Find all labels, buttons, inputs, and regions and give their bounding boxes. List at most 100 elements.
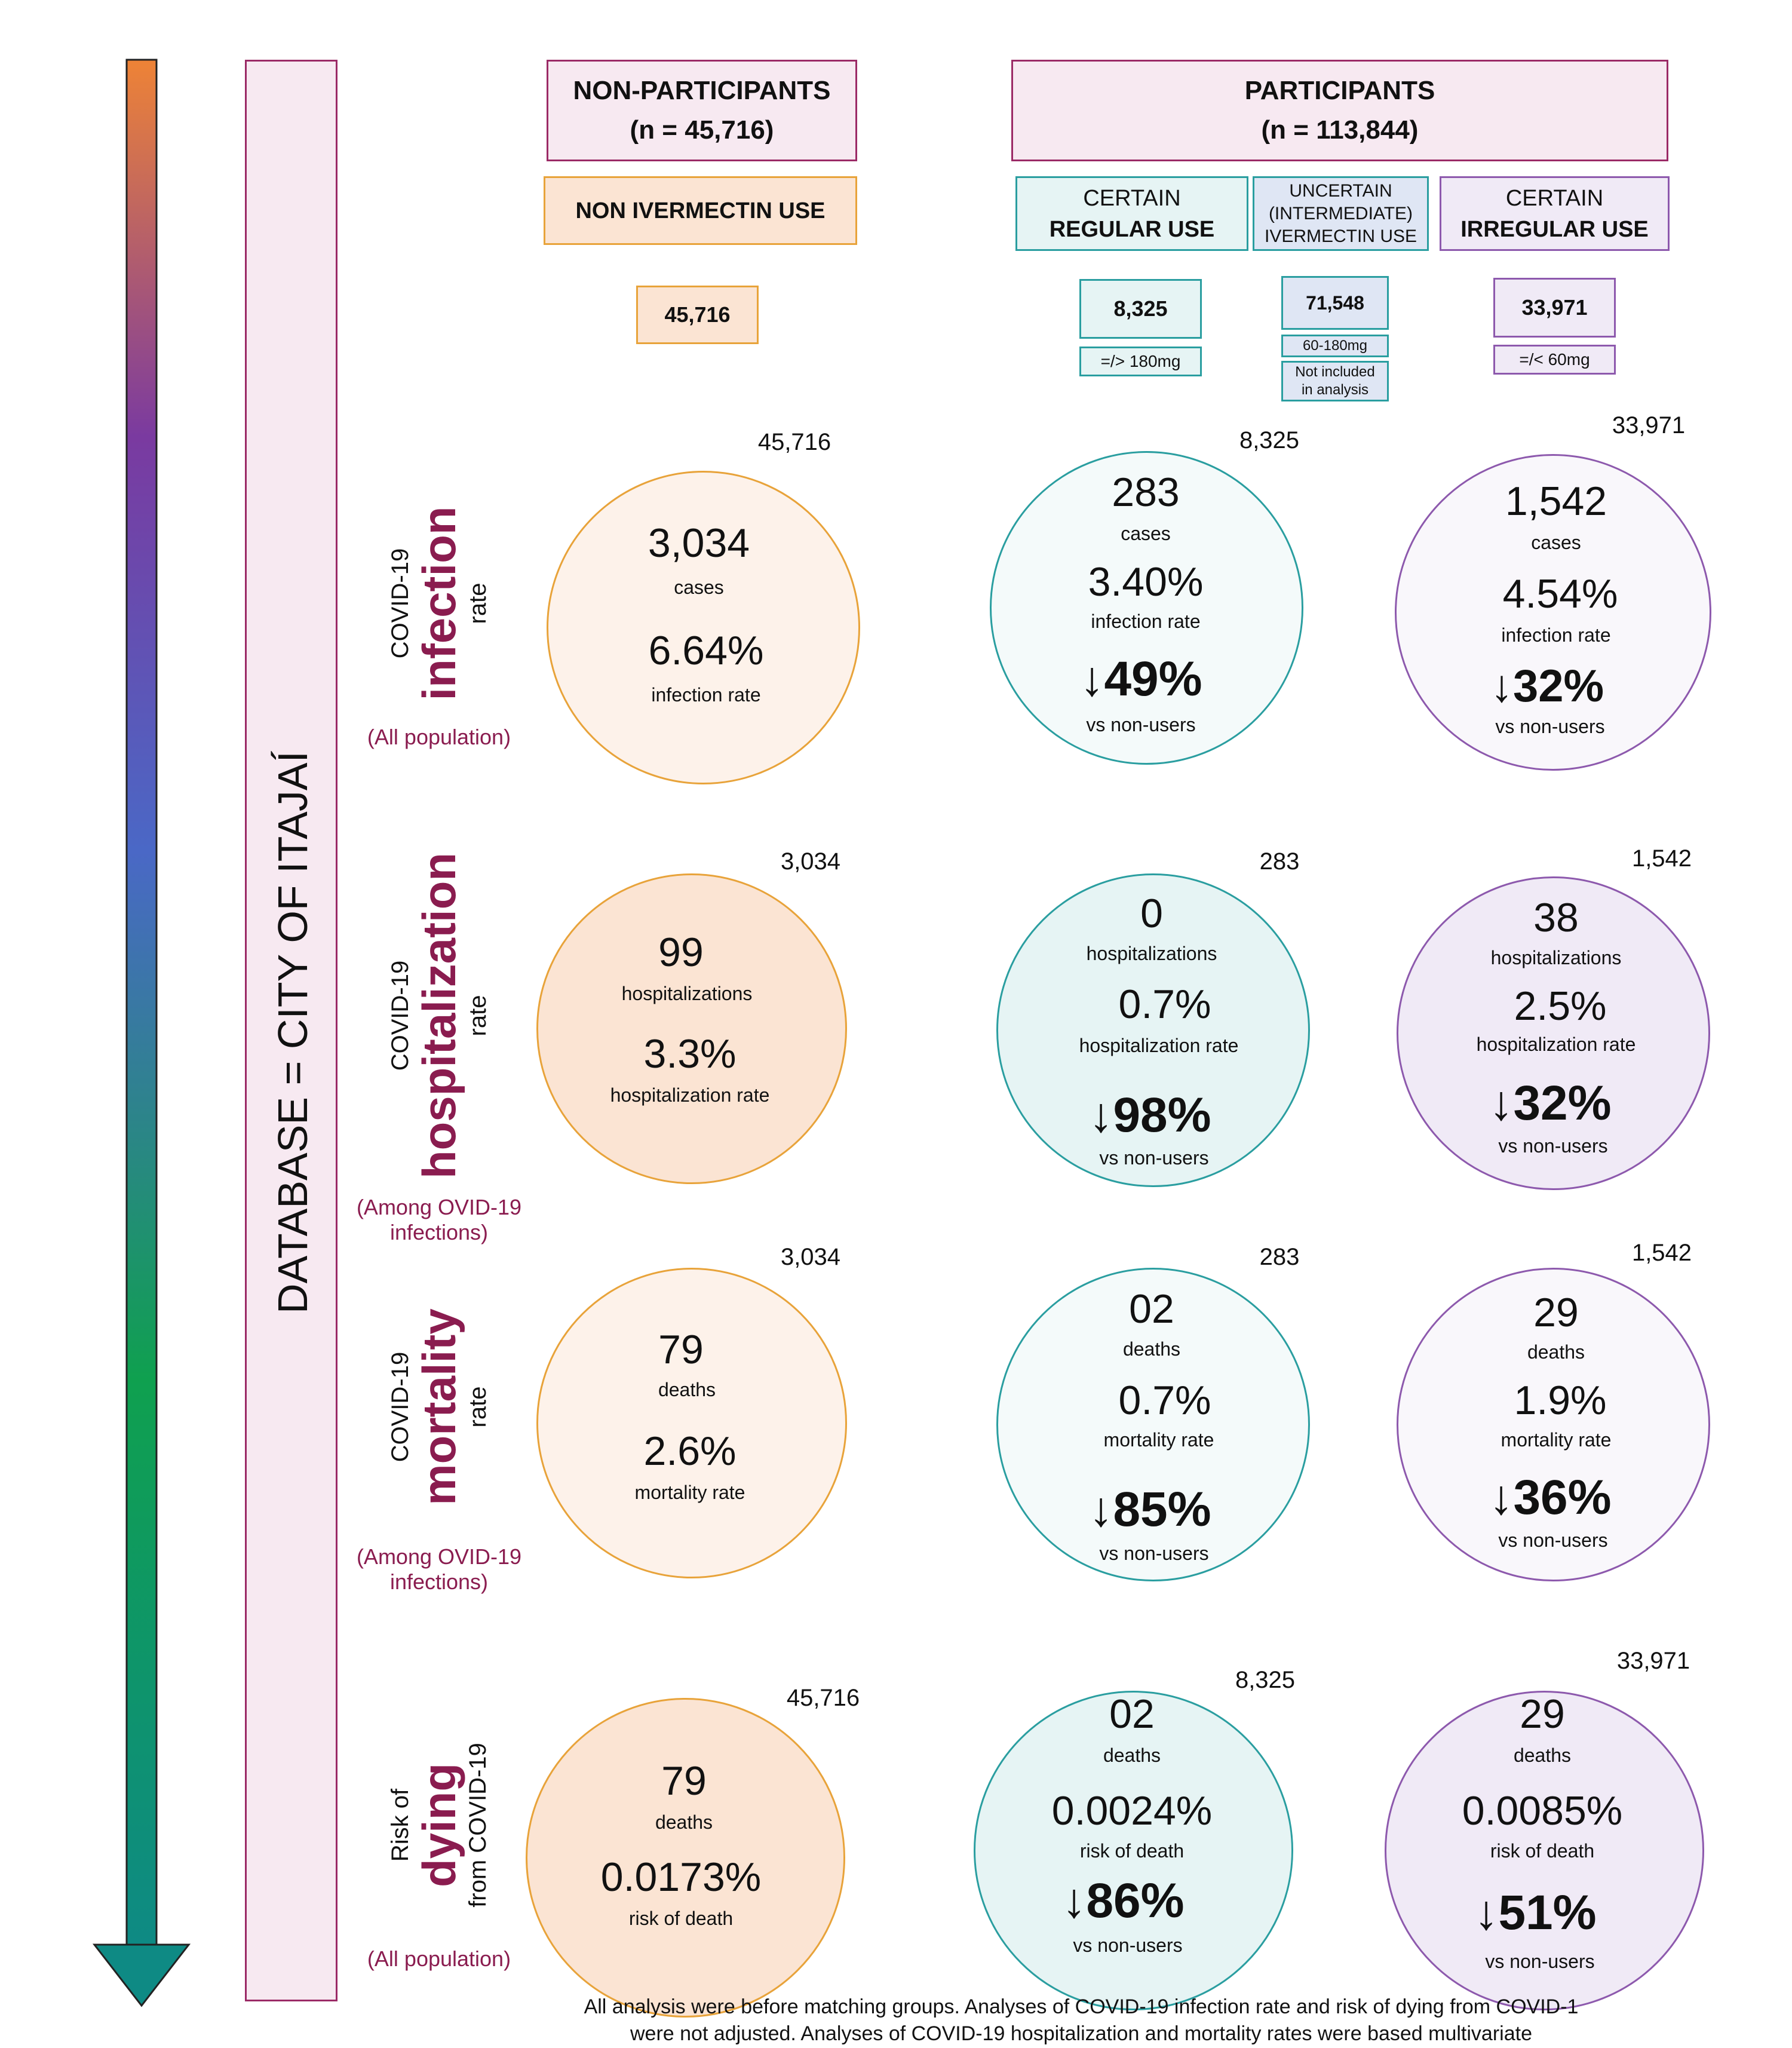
mortality-population-line1: (Among OVID-19 [356,1544,522,1569]
dying-regular-count-label: deaths [1103,1745,1161,1766]
infection-irregular-base: 33,971 [1612,412,1686,439]
hospitalization-non-base: 3,034 [780,848,841,875]
infection-regular-rate: 3.40% [1088,559,1204,605]
hospitalization-regular-vs: vs non-users [1099,1147,1209,1169]
irregular-count: 33,971 [1493,278,1616,338]
irregular-category: CERTAIN IRREGULAR USE [1440,176,1670,251]
infection-regular-count-label: cases [1121,523,1171,544]
hospitalization-non-rate: 3.3% [643,1031,737,1077]
infection-population: (All population) [367,725,511,749]
hospitalization-regular-rate: 0.7% [1118,982,1211,1027]
dying-non-circle [526,1698,845,2018]
mortality-label-bottom: rate [465,1386,491,1428]
dying-irregular-count-label: deaths [1513,1745,1572,1766]
non-use-label: NON IVERMECTIN USE [575,198,826,223]
dying-regular-circle [974,1691,1293,2010]
dying-regular-base: 8,325 [1235,1667,1296,1693]
hospitalization-regular-count: 0 [1140,891,1163,936]
dying-irregular-circle [1385,1691,1704,2010]
uncertain-note-line1: Not included [1295,364,1375,380]
hospitalization-non-circle [536,873,847,1184]
hospitalization-regular-circle [996,873,1310,1187]
uncertain-line2: (INTERMEDIATE) [1268,203,1413,223]
mortality-regular-rate-label: mortality rate [1103,1429,1214,1451]
dying-irregular-base: 33,971 [1616,1648,1690,1674]
hospitalization-label-main: hospitalization [413,853,465,1179]
infection-irregular-rate-label: infection rate [1501,624,1611,646]
irregular-line2: IRREGULAR USE [1460,216,1649,242]
infection-regular-rate-label: infection rate [1091,611,1201,632]
mortality-population-line2: infections) [389,1569,489,1594]
row-label-hospitalization: COVID-19 hospitalization rate [386,853,492,1179]
mortality-irregular-rate-label: mortality rate [1501,1429,1612,1451]
uncertain-line1: UNCERTAIN [1289,180,1392,201]
footnote-line1: All analysis were before matching groups… [584,1995,1579,2018]
dying-non-rate: 0.0173% [600,1854,762,1900]
uncertain-line3: IVERMECTIN USE [1264,226,1417,246]
row-label-infection: COVID-19 infection rate [386,507,492,701]
infection-label-bottom: rate [465,582,491,624]
hospitalization-irregular-reduction: ↓32% [1489,1076,1612,1130]
uncertain-dose: 60-180mg [1281,335,1389,357]
dying-regular-vs: vs non-users [1073,1934,1183,1956]
non-participants-title: NON-PARTICIPANTS [573,76,831,105]
hospitalization-irregular-count: 38 [1533,895,1579,940]
infection-non-count-label: cases [674,577,724,598]
participants-n: (n = 113,844) [1261,115,1419,145]
gradient-arrow [92,59,191,2007]
hospitalization-irregular-rate: 2.5% [1514,983,1607,1029]
hospitalization-irregular-base: 1,542 [1631,845,1692,872]
dying-regular-reduction: ↓86% [1061,1874,1185,1928]
row-label-dying: Risk of dying from COVID-19 [386,1743,492,1908]
dying-non-base: 45,716 [786,1685,860,1711]
regular-line1: CERTAIN [1083,185,1181,211]
mortality-non-rate: 2.6% [643,1428,737,1474]
mortality-non-count: 79 [658,1327,704,1372]
regular-count: 8,325 [1079,279,1202,339]
mortality-non-circle [536,1268,847,1578]
hospitalization-non-count-label: hospitalizations [621,983,753,1004]
dying-population: (All population) [367,1946,511,1971]
irregular-line1: CERTAIN [1505,185,1604,211]
infection-irregular-vs: vs non-users [1495,716,1605,737]
non-use-category: NON IVERMECTIN USE [544,176,857,245]
mortality-regular-rate: 0.7% [1118,1378,1211,1423]
infection-regular-circle [990,451,1303,765]
hospitalization-label-top: COVID-19 [387,960,413,1071]
hospitalization-non-count: 99 [658,930,704,975]
hospitalization-irregular-circle [1397,876,1710,1190]
dying-irregular-rate-label: risk of death [1490,1840,1595,1862]
infection-irregular-count-label: cases [1531,532,1581,553]
uncertain-note-line2: in analysis [1301,382,1369,398]
mortality-regular-count-label: deaths [1122,1338,1181,1360]
dying-irregular-rate: 0.0085% [1462,1788,1623,1834]
infection-regular-count: 283 [1112,470,1180,515]
hospitalization-irregular-count-label: hospitalizations [1490,947,1622,968]
infection-regular-base: 8,325 [1239,427,1300,453]
irregular-dose: =/< 60mg [1493,345,1616,375]
dying-irregular-vs: vs non-users [1485,1951,1595,1972]
mortality-irregular-vs: vs non-users [1498,1529,1608,1551]
footnote-line2: were not adjusted. Analyses of COVID-19 … [630,2022,1532,2045]
hospitalization-regular-base: 283 [1259,848,1300,875]
dying-irregular-count: 29 [1520,1691,1565,1737]
hospitalization-regular-reduction: ↓98% [1088,1088,1211,1142]
mortality-regular-vs: vs non-users [1099,1543,1209,1564]
dying-irregular-reduction: ↓51% [1474,1885,1597,1940]
hospitalization-label-bottom: rate [465,995,491,1037]
hospitalization-population-line1: (Among OVID-19 [356,1195,522,1219]
row-label-mortality: COVID-19 mortality rate [386,1308,492,1505]
uncertain-note: Not included in analysis [1281,361,1389,401]
dying-regular-rate: 0.0024% [1051,1788,1213,1834]
non-use-count: 45,716 [636,286,759,344]
infection-irregular-reduction: ↓32% [1490,661,1604,712]
mortality-label-top: COVID-19 [387,1351,413,1463]
infection-non-rate-label: infection rate [651,684,761,706]
dying-label-main: dying [413,1763,465,1888]
participants-header: PARTICIPANTS (n = 113,844) [1011,60,1668,161]
infection-non-rate: 6.64% [648,628,764,673]
uncertain-count: 71,548 [1281,276,1389,330]
mortality-label-main: mortality [413,1308,465,1506]
mortality-irregular-count-label: deaths [1527,1341,1585,1363]
participants-title: PARTICIPANTS [1244,76,1435,105]
